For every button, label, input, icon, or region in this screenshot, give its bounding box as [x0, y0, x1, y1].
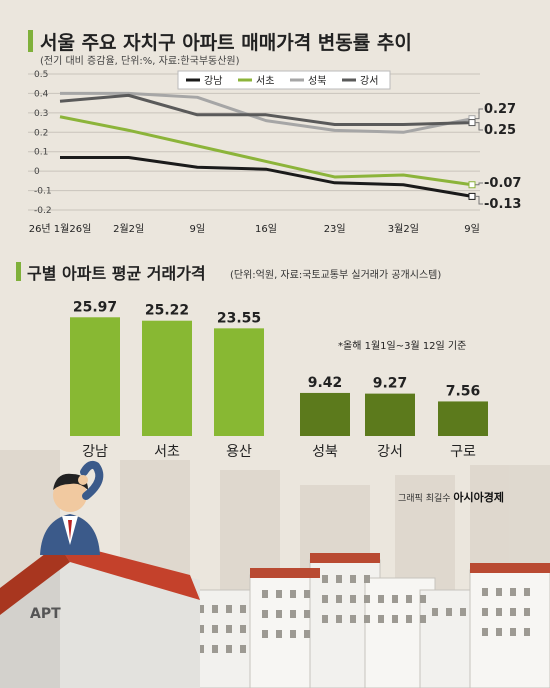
bar [438, 401, 488, 436]
bar-chart-subtitle: (단위:억원, 자료:국토교통부 실거래가 공개시스템) [230, 270, 442, 281]
y-tick-label: 0.1 [34, 148, 48, 158]
credit-brand: 아시아경제 [453, 491, 505, 504]
series-line [59, 115, 473, 187]
bar-category-label: 용산 [226, 444, 252, 460]
end-value-label: 0.25 [484, 123, 516, 138]
series-line [59, 93, 473, 127]
bar-value-label: 9.27 [373, 376, 408, 392]
end-label-leader [475, 182, 483, 186]
bar-chart-note: *올해 1월1일~3월 12일 기준 [338, 341, 467, 352]
x-tick-label: 3월2일 [388, 223, 419, 235]
x-tick-label: 9일 [190, 223, 206, 235]
bar-value-label: 9.42 [308, 375, 343, 391]
bar [70, 317, 120, 436]
legend-label: 서초 [256, 75, 274, 87]
bar [214, 328, 264, 436]
bar-value-label: 25.22 [145, 303, 189, 319]
bar-chart: 25.97 강남 25.22 서초 23.55 용산 9.42 성북 9.27 강서 7.56 구로 [70, 299, 488, 460]
end-label-leader [475, 108, 483, 120]
series-end-marker [468, 192, 476, 200]
series-end-marker [468, 181, 476, 189]
x-tick-label: 23일 [324, 223, 346, 235]
bar-category-label: 성북 [312, 444, 338, 460]
series-end-marker [468, 119, 476, 127]
x-tick-label: 26년 1월26일 [29, 223, 92, 235]
y-tick-label: 0.5 [34, 70, 48, 80]
line-chart-title: 서울 주요 자치구 아파트 매매가격 변동률 추이 [40, 32, 412, 54]
x-tick-label: 2월2일 [113, 223, 144, 235]
legend-label: 성북 [308, 75, 326, 87]
apt-building: APT [0, 540, 200, 688]
bar-title-accent-bar [16, 262, 21, 281]
x-tick-label: 9일 [464, 223, 480, 235]
y-tick-label: 0 [34, 167, 40, 177]
bar [142, 320, 192, 436]
x-tick-label: 16일 [255, 223, 277, 235]
bar-category-label: 서초 [154, 444, 180, 460]
city-illustration: APT [0, 450, 550, 688]
legend-box [177, 70, 391, 90]
line-chart-subtitle: (전기 대비 증감율, 단위:%, 자료:한국부동산원) [40, 56, 240, 67]
bar-value-label: 7.56 [446, 383, 481, 399]
end-value-label: -0.07 [484, 176, 521, 191]
bar-category-label: 강서 [377, 444, 403, 460]
line-chart: 0.5 0.4 0.3 0.2 0.1 0 -0.1 -0.2 26년 1월26일 2월2일 9일 1… [28, 70, 521, 235]
y-tick-label: 0.4 [34, 89, 49, 99]
bar-value-label: 23.55 [217, 310, 261, 326]
y-tick-label: 0.3 [34, 109, 48, 119]
series-line [60, 156, 473, 198]
end-value-label: -0.13 [484, 197, 521, 212]
end-value-label: 0.27 [484, 102, 516, 117]
legend: 강남 서초 성북 강서 [177, 70, 391, 90]
apt-label: APT [30, 606, 61, 622]
end-label-leader [475, 122, 483, 131]
y-tick-label: -0.1 [34, 187, 52, 197]
legend-label: 강남 [204, 75, 222, 87]
title-accent-bar [28, 30, 33, 52]
bar [300, 392, 350, 436]
apartment-blocks [189, 553, 550, 688]
legend-label: 강서 [360, 75, 378, 87]
bar [365, 393, 415, 436]
graphic-credit: 그래픽 최길수 아시아경제 [398, 489, 504, 505]
end-label-leader [475, 195, 483, 205]
bar-category-label: 강남 [82, 444, 108, 460]
series-line [60, 91, 473, 134]
y-tick-label: 0.2 [34, 128, 48, 138]
bar-category-label: 구로 [450, 444, 476, 460]
credit-author: 그래픽 최길수 [398, 494, 451, 504]
man-figure [40, 460, 104, 555]
bar-chart-title: 구별 아파트 평균 거래가격 [27, 264, 206, 283]
bar-value-label: 25.97 [73, 299, 117, 315]
y-tick-label: -0.2 [34, 206, 52, 216]
